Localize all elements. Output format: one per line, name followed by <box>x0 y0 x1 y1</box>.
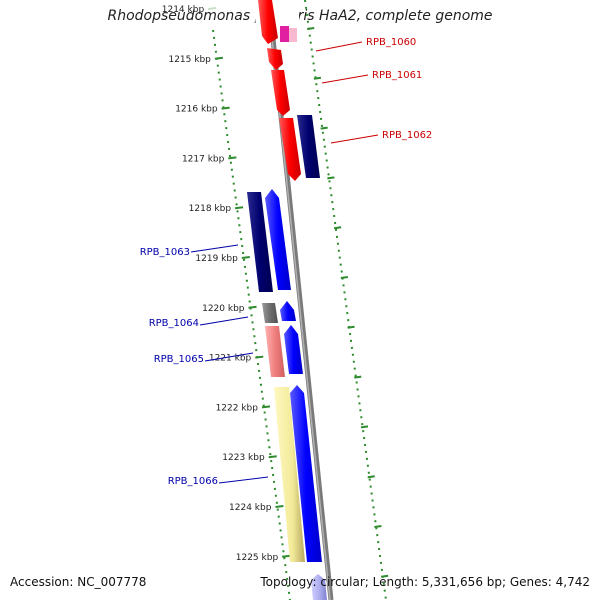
gene-rpb-1066 <box>274 387 305 562</box>
outer-tick-mark <box>313 76 322 80</box>
tick-mark <box>214 56 224 60</box>
inner-ring <box>212 29 291 600</box>
label-rpb-1062: RPB_1062 <box>382 130 432 141</box>
label-rpb-1064: RPB_1064 <box>149 318 199 329</box>
tick-mark <box>248 305 257 309</box>
gene-rpb-1060 <box>267 48 283 70</box>
outer-tick-mark <box>374 525 382 528</box>
gene-rpb-1064 <box>262 303 278 323</box>
tick-label: 1223 kbp <box>222 453 265 463</box>
leader-rpb-1066 <box>218 476 269 484</box>
tick-label: 1216 kbp <box>175 105 218 115</box>
tick-mark <box>234 206 244 210</box>
tick-mark <box>228 156 237 160</box>
tick-mark <box>208 7 217 10</box>
outer-tick-mark <box>333 226 342 230</box>
outer-tick-mark <box>327 176 335 180</box>
leader-rpb-1061 <box>321 74 369 84</box>
gene-top-magenta <box>280 26 289 42</box>
label-rpb-1060: RPB_1060 <box>366 37 416 48</box>
gene-rpb-1062 <box>279 118 301 181</box>
tick-mark <box>282 554 291 558</box>
tick-label: 1218 kbp <box>189 204 232 214</box>
accession-text: Accession: NC_007778 <box>10 575 147 589</box>
gene-rpb-1065 <box>265 326 285 377</box>
gene-rpb-1063 <box>247 192 273 292</box>
tick-label: 1221 kbp <box>209 354 252 364</box>
leader-rpb-1062 <box>330 134 379 144</box>
tick-mark <box>275 505 284 508</box>
tick-label: 1222 kbp <box>216 403 259 413</box>
label-rpb-1061: RPB_1061 <box>372 70 422 81</box>
outer-ring <box>304 0 387 600</box>
gene-labels: RPB_1060 RPB_1061 RPB_1062 RPB_1063 RPB_… <box>140 37 433 487</box>
tick-mark <box>255 355 264 359</box>
tick-mark <box>221 106 230 110</box>
leader-rpb-1060 <box>315 41 363 52</box>
label-rpb-1065: RPB_1065 <box>154 354 204 365</box>
outer-tick-mark <box>340 276 348 279</box>
gene-top-red <box>258 0 278 44</box>
outer-tick-mark <box>367 475 375 479</box>
outer-tick-mark <box>347 325 355 329</box>
tick-label: 1220 kbp <box>202 304 245 314</box>
gene-top-lightpink <box>289 28 297 42</box>
outer-tick-mark <box>360 425 369 429</box>
leader-rpb-1065 <box>204 352 254 362</box>
leader-rpb-1064 <box>199 316 249 326</box>
gene-rpb-1062-partner <box>297 115 320 178</box>
topology-text: Topology: circular; Length: 5,331,656 bp… <box>260 575 590 589</box>
tick-label: 1224 kbp <box>229 503 272 513</box>
tick-mark <box>241 256 250 259</box>
genes <box>247 0 327 600</box>
tick-label: 1215 kbp <box>168 55 211 65</box>
tick-mark <box>268 455 277 459</box>
tick-label: 1225 kbp <box>236 553 279 563</box>
outer-tick-mark <box>307 27 315 30</box>
gene-rpb-1063-partner <box>265 189 291 290</box>
map-title: Rhodopseudomonas palustris HaA2, complet… <box>107 8 493 24</box>
label-rpb-1063: RPB_1063 <box>140 247 190 258</box>
tick-mark <box>261 405 271 409</box>
leader-rpb-1063 <box>190 244 239 253</box>
gene-bottom-partial <box>311 574 327 600</box>
gene-rpb-1061 <box>271 70 290 116</box>
gene-rpb-1064-partner <box>280 301 296 321</box>
tick-marks: 1214 kbp 1215 kbp 1216 kbp 1217 kbp 1218 kbp… <box>162 5 389 578</box>
gene-rpb-1066-partner <box>290 385 322 562</box>
tick-label: 1219 kbp <box>195 254 238 264</box>
outer-tick-mark <box>354 375 362 379</box>
outer-tick-mark <box>320 126 328 130</box>
gene-rpb-1065-partner <box>284 325 303 374</box>
label-rpb-1066: RPB_1066 <box>168 476 218 487</box>
outer-tick-mark <box>381 574 389 578</box>
tick-label: 1217 kbp <box>182 154 225 164</box>
tick-label: 1214 kbp <box>162 5 205 15</box>
